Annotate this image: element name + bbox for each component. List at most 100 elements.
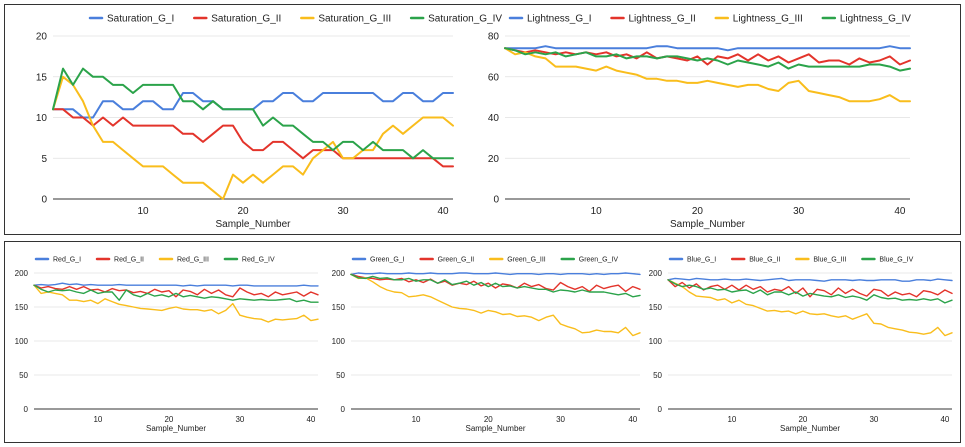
legend: Green_G_I Green_G_II Green_G_III Green_G_IV bbox=[351, 257, 619, 264]
x-axis-label: Sample_Number bbox=[670, 219, 746, 230]
gridlines bbox=[505, 35, 910, 200]
legend-label-lightness-g-iv: Lightness_G_IV bbox=[840, 14, 911, 25]
legend: Blue_G_I Blue_G_II Blue_G_III Blue_G_IV bbox=[668, 257, 914, 264]
series-line-blue-g-ii bbox=[667, 279, 953, 298]
series-line-red-g-iii bbox=[33, 284, 319, 323]
legend-label-lightness-g-ii: Lightness_G_II bbox=[629, 14, 696, 25]
legend-label-red-g-i: Red_G_I bbox=[53, 257, 81, 264]
series-line-green-g-ii bbox=[350, 273, 641, 293]
x-tick-label: 20 bbox=[164, 415, 173, 424]
y-tick-label: 200 bbox=[649, 269, 663, 278]
red-chart: 0 50 100 150 200 10 20 30 40 Sample_Number Red_G_I… bbox=[15, 257, 319, 433]
x-tick-label: 30 bbox=[869, 415, 878, 424]
x-axis-label: Sample_Number bbox=[146, 424, 206, 433]
series-line-saturation-g-iv bbox=[52, 67, 454, 160]
lightness-chart: 0 20 40 60 80 10 20 30 40 Sample_Number Lightness_… bbox=[488, 14, 911, 230]
series-line-blue-g-iii bbox=[667, 279, 953, 337]
x-tick-label: 30 bbox=[793, 206, 805, 217]
legend-label-lightness-g-iii: Lightness_G_III bbox=[733, 14, 803, 25]
top-panel-frame bbox=[4, 4, 961, 235]
legend-label-blue-g-iv: Blue_G_IV bbox=[879, 257, 913, 264]
series-line-blue-g-iv bbox=[667, 279, 953, 304]
y-tick-label: 100 bbox=[15, 337, 29, 346]
y-tick-label: 0 bbox=[41, 195, 47, 206]
y-tick-label: 20 bbox=[488, 154, 500, 165]
series-line-saturation-g-i bbox=[52, 92, 454, 119]
y-tick-label: 50 bbox=[19, 371, 28, 380]
x-axis-label: Sample_Number bbox=[780, 424, 840, 433]
x-tick-label: 10 bbox=[591, 206, 603, 217]
x-axis-label: Sample_Number bbox=[465, 424, 525, 433]
x-tick-label: 40 bbox=[894, 206, 906, 217]
legend-label-lightness-g-i: Lightness_G_I bbox=[527, 14, 592, 25]
legend-label-saturation-g-iv: Saturation_G_IV bbox=[428, 14, 502, 25]
y-tick-label: 100 bbox=[332, 337, 346, 346]
x-tick-label: 20 bbox=[237, 206, 249, 217]
legend: Saturation_G_I Saturation_G_II Saturation_… bbox=[88, 14, 502, 25]
legend: Lightness_G_I Lightness_G_II Lightness_G_I… bbox=[508, 14, 911, 25]
y-tick-label: 200 bbox=[15, 269, 29, 278]
series-line-saturation-g-iii bbox=[52, 75, 454, 200]
saturation-chart: 0 5 10 15 20 10 20 30 40 Sample_Number Saturation_… bbox=[36, 14, 503, 230]
x-tick-label: 40 bbox=[940, 415, 949, 424]
series-line-red-g-i bbox=[33, 282, 319, 287]
x-tick-label: 20 bbox=[484, 415, 493, 424]
x-tick-label: 40 bbox=[628, 415, 637, 424]
legend-label-saturation-g-i: Saturation_G_I bbox=[107, 14, 174, 25]
series-line-green-g-i bbox=[350, 272, 641, 276]
legend: Red_G_I Red_G_II Red_G_III Red_G_IV bbox=[34, 257, 275, 264]
series-line-blue-g-i bbox=[667, 277, 953, 282]
legend-label-blue-g-ii: Blue_G_II bbox=[749, 257, 780, 264]
y-tick-label: 15 bbox=[36, 72, 48, 83]
x-tick-label: 30 bbox=[337, 206, 349, 217]
series-line-saturation-g-ii bbox=[52, 108, 454, 168]
series-line-lightness-g-iv bbox=[504, 47, 911, 72]
x-tick-label: 10 bbox=[137, 206, 149, 217]
legend-label-red-g-ii: Red_G_II bbox=[114, 257, 144, 264]
y-tick-label: 150 bbox=[649, 303, 663, 312]
y-tick-label: 5 bbox=[41, 154, 47, 165]
green-chart: 0 50 100 150 200 10 20 30 40 Sample_Number Green_G… bbox=[332, 257, 641, 433]
blue-chart: 0 50 100 150 200 10 20 30 40 Sample_Number Blue_G_… bbox=[649, 257, 953, 433]
y-tick-label: 10 bbox=[36, 113, 48, 124]
y-tick-label: 100 bbox=[649, 337, 663, 346]
series-line-green-g-iii bbox=[350, 273, 641, 337]
y-tick-label: 40 bbox=[488, 113, 500, 124]
gridlines bbox=[53, 35, 453, 200]
legend-label-green-g-i: Green_G_I bbox=[370, 257, 405, 264]
legend-label-blue-g-i: Blue_G_I bbox=[687, 257, 716, 264]
x-tick-label: 40 bbox=[437, 206, 449, 217]
legend-label-saturation-g-iii: Saturation_G_III bbox=[318, 14, 391, 25]
legend-label-blue-g-iii: Blue_G_III bbox=[813, 257, 846, 264]
y-tick-label: 0 bbox=[493, 195, 499, 206]
x-tick-label: 30 bbox=[556, 415, 565, 424]
x-tick-label: 10 bbox=[93, 415, 102, 424]
series-line-green-g-iv bbox=[350, 273, 641, 298]
legend-label-saturation-g-ii: Saturation_G_II bbox=[211, 14, 281, 25]
gridlines bbox=[668, 272, 952, 410]
x-tick-label: 10 bbox=[412, 415, 421, 424]
y-tick-label: 20 bbox=[36, 32, 48, 43]
y-tick-label: 0 bbox=[658, 405, 663, 414]
y-tick-label: 150 bbox=[15, 303, 29, 312]
y-tick-label: 50 bbox=[336, 371, 345, 380]
y-tick-label: 80 bbox=[488, 32, 500, 43]
y-tick-label: 0 bbox=[24, 405, 29, 414]
legend-label-red-g-iv: Red_G_IV bbox=[242, 257, 275, 264]
x-tick-label: 40 bbox=[306, 415, 315, 424]
y-tick-label: 50 bbox=[653, 371, 662, 380]
x-tick-label: 20 bbox=[692, 206, 704, 217]
legend-label-green-g-ii: Green_G_II bbox=[438, 257, 475, 264]
y-tick-label: 200 bbox=[332, 269, 346, 278]
y-tick-label: 60 bbox=[488, 72, 500, 83]
gridlines bbox=[351, 272, 640, 410]
series-line-lightness-g-ii bbox=[504, 47, 911, 66]
x-tick-label: 10 bbox=[727, 415, 736, 424]
legend-label-red-g-iii: Red_G_III bbox=[177, 257, 209, 264]
legend-label-green-g-iv: Green_G_IV bbox=[579, 257, 619, 264]
y-tick-label: 0 bbox=[341, 405, 346, 414]
legend-label-green-g-iii: Green_G_III bbox=[507, 257, 546, 264]
x-axis-label: Sample_Number bbox=[215, 219, 291, 230]
x-tick-label: 30 bbox=[235, 415, 244, 424]
series-line-red-g-ii bbox=[33, 284, 319, 298]
